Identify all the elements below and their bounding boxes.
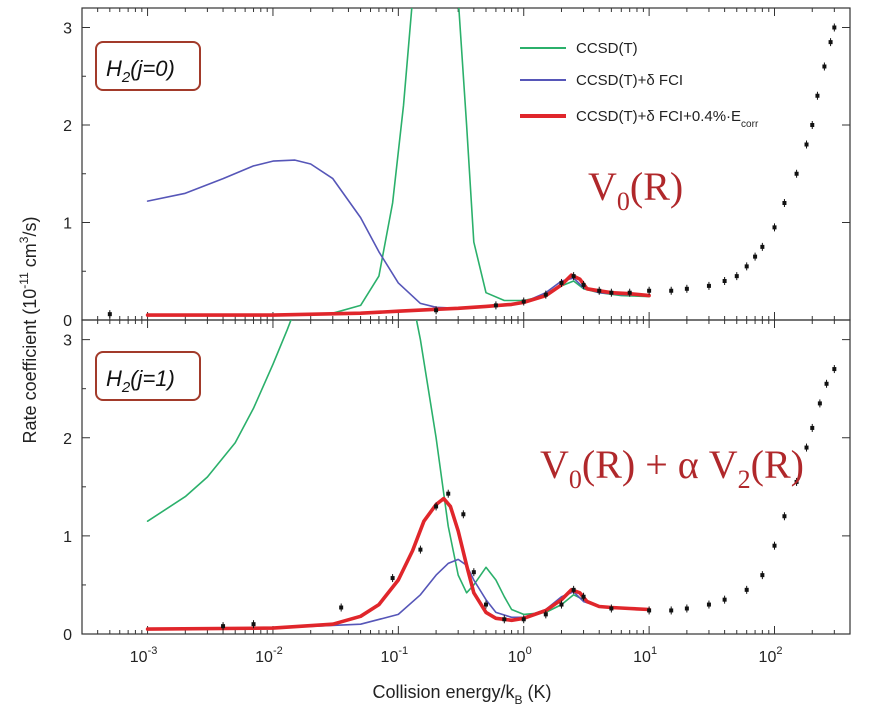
bottom-series-layer bbox=[145, 320, 837, 631]
data-point bbox=[684, 286, 689, 291]
x-tick-label: 10-1 bbox=[381, 645, 409, 666]
legend-label-fci: CCSD(T)+δ FCI bbox=[576, 72, 683, 89]
y-tick-label: 0 bbox=[63, 627, 72, 644]
bottom-panel-label: H2(j=1) bbox=[95, 351, 201, 401]
data-point bbox=[810, 425, 815, 430]
data-point bbox=[760, 244, 765, 249]
bottom-panel-frame bbox=[81, 319, 851, 635]
x-axis-title: Collision energy/kB (K) bbox=[372, 682, 551, 707]
data-point bbox=[804, 445, 809, 450]
data-point bbox=[483, 602, 488, 607]
data-point bbox=[581, 594, 586, 599]
data-point bbox=[669, 608, 674, 613]
data-point bbox=[832, 25, 837, 30]
data-point bbox=[571, 274, 576, 279]
data-point bbox=[772, 543, 777, 548]
data-point bbox=[744, 587, 749, 592]
y-tick-label: 3 bbox=[63, 21, 72, 38]
data-point bbox=[597, 288, 602, 293]
data-point bbox=[817, 401, 822, 406]
legend-label-corr: CCSD(T)+δ FCI+0.4%·Ecorr bbox=[576, 108, 759, 130]
data-point bbox=[521, 617, 526, 622]
svg-text:H2(j=0): H2(j=0) bbox=[106, 56, 175, 86]
data-point bbox=[446, 491, 451, 496]
data-point bbox=[706, 602, 711, 607]
data-point bbox=[760, 573, 765, 578]
data-point bbox=[824, 381, 829, 386]
series-line bbox=[146, 320, 650, 616]
x-tick-label: 100 bbox=[508, 645, 532, 666]
data-point bbox=[559, 280, 564, 285]
data-point bbox=[832, 367, 837, 372]
x-tick-label: 10-2 bbox=[255, 645, 283, 666]
ticks-layer: 0 1 2 3 0 1 2 3 10-3 10-2 10-1 100 101 102 bbox=[63, 8, 851, 666]
data-point bbox=[815, 93, 820, 98]
data-point bbox=[609, 290, 614, 295]
y-tick-label: 2 bbox=[63, 118, 72, 135]
data-point bbox=[804, 142, 809, 147]
series-line bbox=[146, 558, 650, 630]
data-point bbox=[782, 514, 787, 519]
data-point bbox=[107, 312, 112, 317]
data-point bbox=[493, 303, 498, 308]
legend: CCSD(T) CCSD(T)+δ FCI CCSD(T)+δ FCI+0.4%… bbox=[520, 40, 759, 130]
data-point bbox=[684, 606, 689, 611]
data-point bbox=[543, 612, 548, 617]
series-line bbox=[145, 273, 651, 317]
data-point bbox=[251, 622, 256, 627]
data-point bbox=[390, 576, 395, 581]
data-point bbox=[772, 225, 777, 230]
data-point bbox=[581, 282, 586, 287]
data-point bbox=[418, 547, 423, 552]
y-tick-label: 2 bbox=[63, 431, 72, 448]
y-tick-label: 1 bbox=[63, 529, 72, 546]
y-tick-label: 0 bbox=[63, 313, 72, 330]
x-tick-label: 10-3 bbox=[130, 645, 158, 666]
y-tick-label: 1 bbox=[63, 216, 72, 233]
data-point bbox=[559, 602, 564, 607]
data-point bbox=[221, 624, 226, 629]
data-point bbox=[434, 504, 439, 509]
data-point bbox=[669, 288, 674, 293]
y-axis-title: Rate coefficient (10-11 cm3/s) bbox=[17, 217, 40, 444]
data-point bbox=[753, 254, 758, 259]
data-point bbox=[734, 274, 739, 279]
top-series-layer bbox=[107, 8, 837, 319]
legend-label-ccsdt: CCSD(T) bbox=[576, 40, 638, 57]
bottom-potential-annotation: V0(R) + α V2(R) bbox=[540, 442, 804, 494]
data-point bbox=[461, 512, 466, 517]
series-line bbox=[145, 496, 651, 631]
x-tick-label: 102 bbox=[759, 645, 783, 666]
data-point bbox=[822, 64, 827, 69]
data-point bbox=[627, 290, 632, 295]
data-point bbox=[706, 283, 711, 288]
data-point bbox=[543, 292, 548, 297]
data-point bbox=[521, 299, 526, 304]
data-point bbox=[810, 123, 815, 127]
data-point bbox=[609, 606, 614, 611]
data-point bbox=[434, 308, 439, 313]
series-line bbox=[146, 159, 650, 310]
data-point bbox=[828, 40, 833, 45]
data-point bbox=[782, 201, 787, 205]
data-point bbox=[744, 264, 749, 269]
y-tick-label: 3 bbox=[63, 333, 72, 350]
data-point bbox=[794, 171, 799, 176]
series-line bbox=[146, 8, 650, 316]
data-point bbox=[571, 587, 576, 592]
data-point bbox=[647, 288, 652, 293]
data-point bbox=[339, 605, 344, 610]
data-point bbox=[502, 617, 507, 622]
data-point bbox=[647, 608, 652, 613]
svg-text:H2(j=1): H2(j=1) bbox=[106, 366, 175, 396]
data-point bbox=[722, 279, 727, 283]
x-tick-label: 101 bbox=[633, 645, 657, 666]
top-panel-label: H2(j=0) bbox=[95, 41, 201, 91]
data-point bbox=[794, 479, 799, 484]
top-potential-annotation: V0(R) bbox=[588, 164, 683, 216]
data-point bbox=[722, 597, 727, 602]
data-point bbox=[471, 570, 476, 575]
